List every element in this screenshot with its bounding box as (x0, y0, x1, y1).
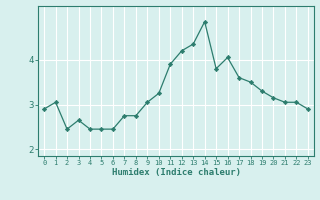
X-axis label: Humidex (Indice chaleur): Humidex (Indice chaleur) (111, 168, 241, 177)
